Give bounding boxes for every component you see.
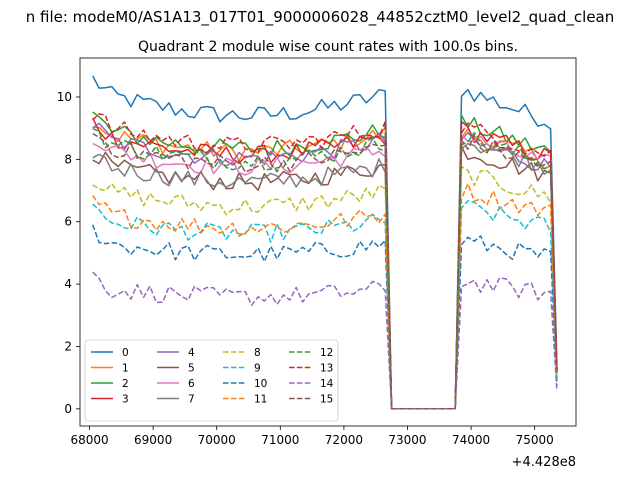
legend-label-7: 7	[188, 394, 195, 406]
legend-label-1: 1	[122, 363, 129, 375]
y-tick-label: 10	[57, 90, 72, 104]
y-tick-label: 4	[64, 277, 72, 291]
figure-suptitle: n file: modeM0/AS1A13_017T01_9000006028_…	[26, 8, 615, 27]
legend-label-10: 10	[254, 378, 267, 390]
chart-title: Quadrant 2 module wise count rates with …	[138, 39, 518, 55]
x-tick-label: 68000	[70, 433, 108, 447]
x-tick-label: 73000	[388, 433, 426, 447]
series-line-3	[92, 117, 558, 410]
legend-label-8: 8	[254, 347, 261, 359]
legend-label-15: 15	[320, 394, 333, 406]
y-tick-label: 6	[64, 215, 72, 229]
legend-label-13: 13	[320, 363, 333, 375]
x-tick-label: 71000	[261, 433, 299, 447]
series-line-5	[92, 145, 558, 410]
series-line-13	[92, 113, 558, 410]
series-line-12	[92, 127, 558, 410]
legend-label-4: 4	[188, 347, 195, 359]
series-line-11	[92, 182, 558, 410]
series-line-0	[92, 75, 558, 410]
series-line-4	[92, 122, 558, 410]
x-axis-offset-label: +4.428e8	[512, 455, 576, 470]
x-tick-label: 72000	[325, 433, 363, 447]
y-tick-label: 8	[64, 152, 72, 166]
legend-label-11: 11	[254, 394, 267, 406]
legend-label-12: 12	[320, 347, 333, 359]
legend-label-5: 5	[188, 363, 195, 375]
legend-label-3: 3	[122, 394, 129, 406]
y-tick-label: 2	[64, 339, 72, 353]
plot-area: 68000 69000 70000 71000 72000 73000 74000 75000…	[57, 57, 577, 447]
x-tick-label: 75000	[516, 433, 554, 447]
y-tick-label: 0	[64, 402, 72, 416]
x-tick-label: 70000	[198, 433, 236, 447]
series-line-6	[92, 134, 558, 410]
legend-label-2: 2	[122, 378, 129, 390]
series-line-7	[92, 142, 558, 410]
x-tick-label: 74000	[452, 433, 490, 447]
legend-label-14: 14	[320, 378, 334, 390]
series-lines	[91, 75, 558, 410]
legend-label-6: 6	[188, 378, 195, 390]
legend-label-0: 0	[122, 347, 129, 359]
series-line-14	[92, 271, 558, 410]
plot-frame	[79, 57, 577, 427]
legend-label-9: 9	[254, 363, 261, 375]
series-line-15	[92, 132, 558, 410]
legend-box	[84, 339, 339, 422]
series-line-10	[91, 224, 558, 410]
series-line-8	[92, 165, 558, 410]
x-tick-label: 69000	[134, 433, 172, 447]
